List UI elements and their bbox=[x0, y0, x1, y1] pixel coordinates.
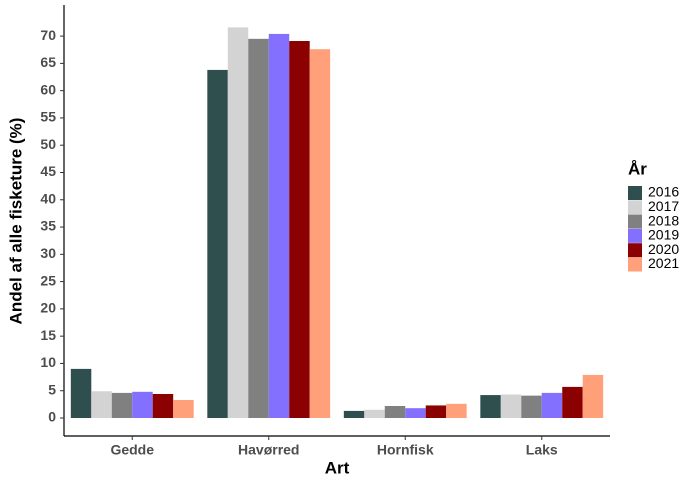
bar bbox=[268, 33, 290, 418]
bar bbox=[364, 409, 385, 418]
y-tick-label: 20 bbox=[40, 300, 56, 316]
y-tick-label: 30 bbox=[40, 245, 56, 261]
bar bbox=[227, 27, 249, 418]
bar bbox=[152, 393, 174, 418]
bar bbox=[500, 394, 522, 418]
bar bbox=[91, 391, 112, 418]
y-axis-title: Andel af alle fisketure (%) bbox=[6, 118, 25, 325]
legend-swatch bbox=[628, 200, 642, 215]
bar bbox=[248, 38, 269, 418]
legend-swatch bbox=[628, 186, 642, 200]
bar bbox=[207, 69, 228, 418]
bar bbox=[309, 49, 331, 418]
legend-label: 2018 bbox=[648, 212, 679, 228]
bar bbox=[289, 41, 310, 418]
legend-title: År bbox=[628, 159, 647, 178]
y-tick-label: 25 bbox=[40, 272, 56, 288]
y-tick-label: 70 bbox=[40, 27, 56, 43]
bar bbox=[562, 386, 583, 418]
legend-swatch bbox=[628, 228, 642, 243]
y-tick-label: 65 bbox=[40, 54, 56, 70]
y-tick-label: 40 bbox=[40, 190, 56, 206]
x-axis-title: Art bbox=[325, 458, 350, 477]
y-tick-label: 60 bbox=[40, 81, 56, 97]
bar bbox=[70, 368, 92, 418]
bar bbox=[111, 392, 133, 418]
bar bbox=[343, 410, 365, 418]
bar bbox=[132, 391, 153, 418]
y-tick-label: 10 bbox=[40, 354, 56, 370]
x-tick-label: Laks bbox=[526, 442, 558, 458]
legend-label: 2020 bbox=[648, 241, 679, 257]
y-tick-label: 0 bbox=[48, 409, 56, 425]
legend-label: 2016 bbox=[648, 184, 679, 200]
x-tick-label: Hornfisk bbox=[377, 442, 434, 458]
y-tick-label: 50 bbox=[40, 136, 56, 152]
bar bbox=[173, 399, 194, 418]
bar bbox=[384, 405, 406, 418]
y-tick-label: 35 bbox=[40, 218, 56, 234]
bar bbox=[446, 403, 467, 418]
y-tick-label: 5 bbox=[48, 381, 56, 397]
bar bbox=[405, 408, 426, 418]
y-tick-label: 45 bbox=[40, 163, 56, 179]
bar bbox=[582, 374, 604, 418]
legend-label: 2021 bbox=[648, 255, 679, 271]
bar bbox=[541, 392, 563, 418]
bar bbox=[480, 395, 501, 418]
bar bbox=[425, 405, 447, 418]
legend-swatch bbox=[628, 214, 642, 229]
bar bbox=[521, 395, 542, 418]
x-tick-label: Havørred bbox=[238, 442, 299, 458]
legend-swatch bbox=[628, 243, 642, 258]
legend-label: 2017 bbox=[648, 198, 679, 214]
y-tick-label: 55 bbox=[40, 109, 56, 125]
legend-label: 2019 bbox=[648, 227, 679, 243]
legend-swatch bbox=[628, 257, 642, 272]
x-tick-label: Gedde bbox=[110, 442, 154, 458]
y-tick-label: 15 bbox=[40, 327, 56, 343]
